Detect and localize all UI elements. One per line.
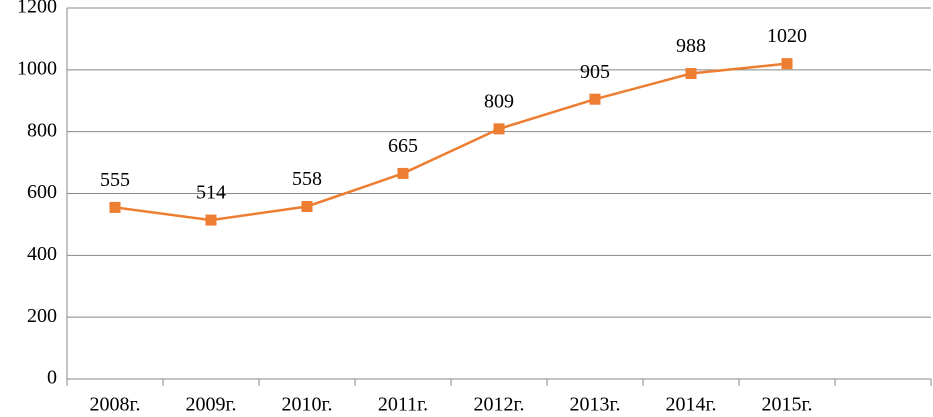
x-tick-label: 2015г. [762, 394, 813, 416]
marker [589, 93, 601, 105]
data-label: 809 [484, 90, 514, 112]
x-tick-label: 2009г. [186, 394, 237, 416]
x-tick-label: 2008г. [90, 394, 141, 416]
data-label: 988 [676, 35, 706, 57]
marker [397, 167, 409, 179]
x-tick-label: 2014г. [666, 394, 717, 416]
x-tick-label: 2010г. [282, 394, 333, 416]
marker [685, 68, 697, 80]
marker [301, 200, 313, 212]
data-label: 558 [292, 168, 322, 190]
data-label: 555 [100, 169, 130, 191]
y-tick-label: 1200 [17, 0, 57, 18]
y-tick-label: 400 [27, 243, 57, 265]
data-label: 665 [388, 135, 418, 157]
marker [109, 201, 121, 213]
data-label: 1020 [767, 25, 807, 47]
data-label: 514 [196, 182, 226, 204]
y-tick-label: 600 [27, 181, 57, 203]
marker [493, 123, 505, 135]
data-label: 905 [580, 61, 610, 83]
y-tick-label: 800 [27, 119, 57, 141]
line [114, 62, 788, 222]
x-tick-label: 2013г. [570, 394, 621, 416]
marker [205, 214, 217, 226]
y-tick-label: 200 [27, 305, 57, 327]
y-tick-label: 1000 [17, 57, 57, 79]
x-tick-label: 2012г. [474, 394, 525, 416]
x-tick-label: 2011г. [378, 394, 428, 416]
y-tick-label: 0 [47, 367, 57, 389]
marker [781, 58, 793, 70]
